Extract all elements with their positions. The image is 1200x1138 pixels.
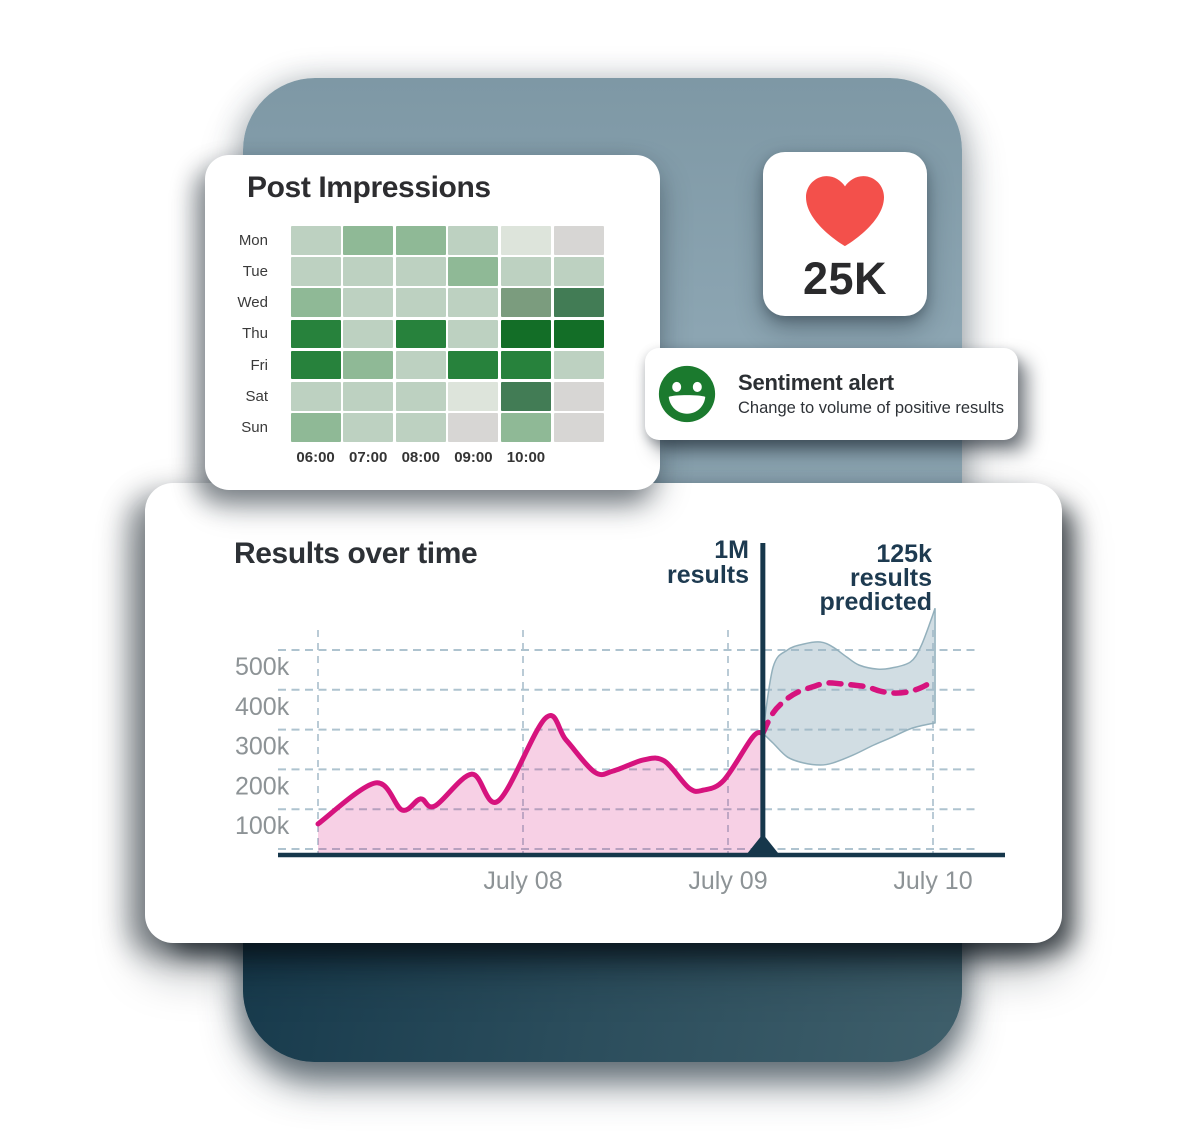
heatmap-cell [395, 226, 446, 255]
heatmap-cell [395, 319, 446, 349]
heatmap-cell [448, 319, 499, 349]
heatmap-cell [448, 413, 499, 442]
heatmap-day-label: Fri [250, 356, 269, 374]
heatmap-cell [500, 381, 551, 411]
sentiment-alert-card: Sentiment alert Change to volume of posi… [645, 348, 1018, 440]
heatmap-cell [290, 257, 341, 286]
heatmap-cell [343, 381, 394, 411]
heatmap-time-label: 07:00 [349, 449, 388, 466]
heatmap-cell [343, 257, 394, 286]
heatmap-cell [343, 413, 394, 442]
heatmap-cell [553, 257, 604, 286]
heatmap-cell [290, 226, 341, 255]
heatmap-day-label: Wed [237, 294, 268, 312]
heart-icon [806, 176, 884, 247]
heatmap-cell [290, 381, 341, 411]
heatmap-cell [395, 350, 446, 380]
heatmap-cell [395, 288, 446, 317]
now-annotation: results [667, 561, 749, 589]
heatmap-cell [290, 288, 341, 317]
heatmap-cell [553, 319, 604, 349]
heatmap-cell [395, 413, 446, 442]
heatmap-cell [448, 257, 499, 286]
heatmap-cell [290, 319, 341, 349]
y-tick-label: 100k [235, 812, 290, 840]
heatmap-time-label: 06:00 [296, 449, 335, 466]
smiley-icon [658, 365, 716, 423]
post-impressions-title: Post Impressions [247, 171, 491, 204]
predicted-annotation: 125k [876, 540, 932, 568]
predicted-line [760, 678, 936, 736]
heatmap-cell [395, 381, 446, 411]
likes-value: 25K [802, 253, 888, 304]
predicted-annotation: predicted [819, 588, 932, 616]
heatmap-day-label: Sat [245, 387, 268, 405]
heatmap-time-label [554, 449, 604, 466]
heatmap-time-label: 08:00 [401, 449, 440, 466]
x-tick-label: July 09 [688, 867, 767, 895]
x-tick-label: July 10 [893, 867, 972, 895]
actual-area [318, 715, 763, 855]
heatmap-day-label: Mon [238, 231, 268, 249]
heatmap-time-label: 10:00 [506, 449, 546, 466]
heatmap-cell [290, 413, 341, 442]
heatmap-cell [553, 288, 604, 317]
heatmap-cell [343, 226, 394, 255]
heatmap-cell [395, 257, 446, 286]
heatmap-cell [343, 350, 394, 380]
heatmap-day-label: Tue [242, 262, 268, 280]
actual-line [315, 713, 766, 827]
heatmap-cell [343, 288, 394, 317]
heatmap-day-label: Thu [242, 325, 268, 343]
heatmap-cell [500, 350, 551, 380]
heatmap-cell [500, 413, 551, 442]
heatmap-time-label: 09:00 [454, 449, 493, 466]
heatmap-cell [500, 288, 551, 317]
heatmap-cell [500, 319, 551, 349]
heatmap-cell [290, 350, 341, 380]
heatmap-cell [500, 257, 551, 286]
predicted-annotation: results [850, 564, 932, 592]
heatmap-cell [553, 413, 604, 442]
sentiment-alert-subtitle: Change to volume of positive results [738, 399, 1004, 417]
x-tick-label: July 08 [483, 867, 562, 895]
y-tick-label: 500k [235, 653, 290, 681]
heatmap-cell [553, 226, 604, 255]
heatmap-cell [500, 226, 551, 255]
heatmap-cell [448, 350, 499, 380]
heatmap-grid: Mon Tue Wed Thu Fri Sat Sun [222, 226, 604, 442]
now-marker [744, 834, 781, 857]
y-tick-label: 300k [235, 733, 290, 761]
results-chart-svg: 500k 400k 300k 200k 100k July 08 July 09 July 1… [235, 536, 1005, 895]
y-tick-label: 400k [235, 693, 290, 721]
heatmap-cell [448, 288, 499, 317]
heatmap-cell [343, 319, 394, 349]
heatmap-cell [448, 226, 499, 255]
y-tick-label: 200k [235, 772, 290, 800]
now-annotation: 1M [714, 536, 749, 564]
heatmap-time-labels: 06:00 07:00 08:00 09:00 10:00 [291, 449, 604, 466]
post-impressions-card: Post Impressions Mon Tue Wed Thu Fri Sat Sun 0… [205, 155, 660, 490]
heatmap-day-label: Sun [241, 418, 268, 436]
likes-card: 25K [763, 152, 927, 316]
heatmap-cell [448, 381, 499, 411]
heatmap-cell [553, 350, 604, 380]
sentiment-alert-title: Sentiment alert [738, 370, 894, 395]
results-chart-title: Results over time [234, 537, 478, 570]
heatmap-cell [553, 381, 604, 411]
results-chart-card: 500k 400k 300k 200k 100k July 08 July 09 July 1… [145, 483, 1062, 943]
